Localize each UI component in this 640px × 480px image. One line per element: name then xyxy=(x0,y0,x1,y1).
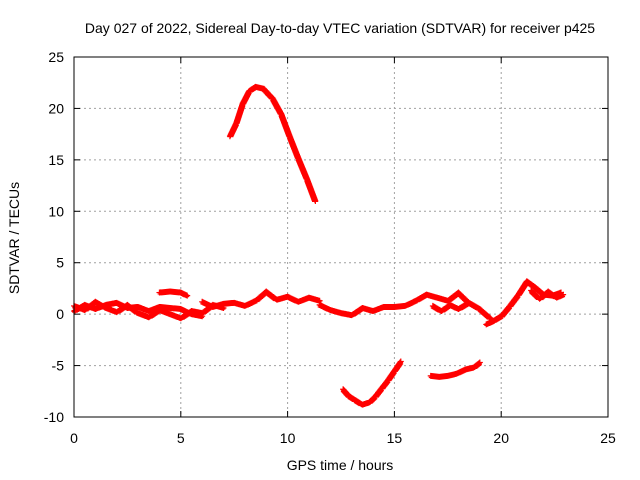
y-axis-label: SDTVAR / TECUs xyxy=(6,182,22,294)
x-axis-label: GPS time / hours xyxy=(287,457,394,473)
y-tick-label: 0 xyxy=(56,306,64,322)
y-tick-label: 10 xyxy=(48,203,64,219)
y-tick-label: -10 xyxy=(44,409,64,425)
series-dip-low xyxy=(340,358,404,408)
data-markers-baseline-3 xyxy=(199,288,323,310)
x-tick-label: 0 xyxy=(70,430,78,446)
y-tick-label: 5 xyxy=(56,255,64,271)
series-baseline-4 xyxy=(316,289,494,322)
y-tick-label: 25 xyxy=(48,49,64,65)
x-tick-label: 5 xyxy=(177,430,185,446)
data-markers-dip-low-2 xyxy=(427,359,483,380)
grid-lines xyxy=(74,57,608,417)
y-tick-label: 15 xyxy=(48,152,64,168)
y-tick-label: 20 xyxy=(48,100,64,116)
data-markers-dip-low xyxy=(340,358,404,408)
plot-frame xyxy=(73,56,609,418)
axis-ticks: 0 5 10 15 20 25 -10 -5 0 5 10 15 20 25 xyxy=(44,49,616,446)
series-baseline-2 xyxy=(156,288,191,299)
series-dip-low-2 xyxy=(427,359,483,380)
series-baseline-3 xyxy=(199,288,323,310)
x-tick-label: 25 xyxy=(600,430,616,446)
x-tick-label: 20 xyxy=(493,430,509,446)
data-markers-arc-high xyxy=(226,83,319,204)
series-arc-high xyxy=(226,83,319,204)
data-markers-baseline-2 xyxy=(156,288,191,299)
x-tick-label: 15 xyxy=(387,430,403,446)
series-baseline-4b xyxy=(429,300,471,315)
data-markers-baseline-5b xyxy=(528,287,567,302)
series-baseline-5b xyxy=(528,287,567,302)
data-markers-baseline-4 xyxy=(316,289,494,322)
chart-title: Day 027 of 2022, Sidereal Day-to-day VTE… xyxy=(85,20,595,36)
x-tick-label: 10 xyxy=(280,430,296,446)
y-tick-label: -5 xyxy=(52,358,65,374)
data-markers-baseline-4b xyxy=(429,300,471,315)
